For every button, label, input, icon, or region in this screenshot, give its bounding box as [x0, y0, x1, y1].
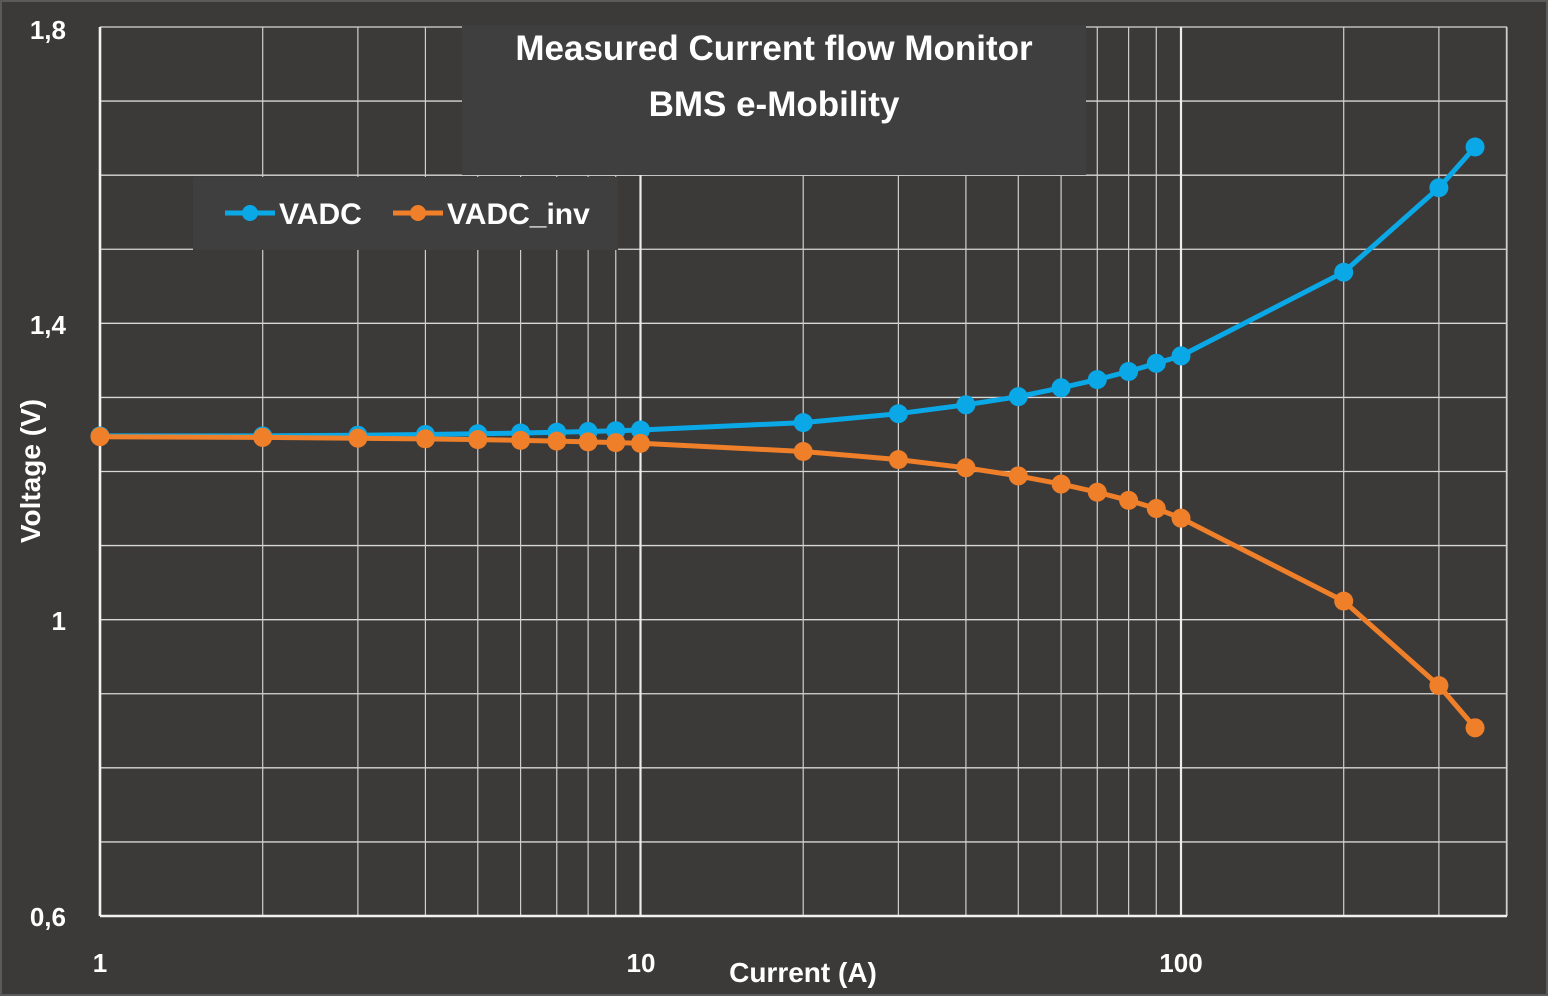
- data-point-vadc: [1465, 137, 1485, 157]
- data-point-vadc-inv: [606, 433, 626, 453]
- data-point-vadc-inv: [415, 429, 435, 449]
- chart-title-line-1: Measured Current flow Monitor: [515, 29, 1033, 68]
- data-point-vadc-inv: [468, 430, 488, 450]
- data-point-vadc: [1429, 178, 1449, 198]
- data-point-vadc-inv: [793, 441, 813, 461]
- x-axis-title: Current (A): [729, 957, 877, 988]
- data-point-vadc-inv: [1171, 508, 1191, 528]
- y-tick-label-0-6: 0,6: [30, 902, 66, 932]
- data-point-vadc-inv: [511, 430, 531, 450]
- y-tick-label-1-8: 1,8: [30, 15, 66, 45]
- y-tick-label-1-4: 1,4: [30, 310, 67, 340]
- data-point-vadc: [1171, 346, 1191, 366]
- data-point-vadc: [1087, 370, 1107, 390]
- data-point-vadc-inv: [1008, 466, 1028, 486]
- data-point-vadc-inv: [348, 428, 368, 448]
- y-tick-label-1: 1: [52, 606, 66, 636]
- data-point-vadc: [956, 395, 976, 415]
- data-point-vadc-inv: [1119, 490, 1139, 510]
- data-point-vadc: [1008, 387, 1028, 407]
- data-point-vadc: [1334, 262, 1354, 282]
- legend-label-vadc: VADC: [279, 198, 362, 231]
- data-point-vadc: [1051, 378, 1071, 398]
- data-point-vadc-inv: [1334, 591, 1354, 611]
- legend-label-vadc-inv: VADC_inv: [447, 198, 590, 231]
- data-point-vadc-inv: [1465, 718, 1485, 738]
- data-point-vadc: [631, 420, 650, 440]
- x-tick-label-10: 10: [627, 948, 656, 978]
- y-axis-title: Voltage (V): [15, 399, 46, 543]
- data-point-vadc-inv: [1051, 474, 1071, 494]
- data-point-vadc-inv: [547, 431, 567, 451]
- data-point-vadc: [1146, 353, 1166, 373]
- legend-marker-vadc-inv: [410, 205, 426, 221]
- data-point-vadc-inv: [888, 450, 908, 470]
- title-box: [462, 25, 1086, 175]
- data-point-vadc: [888, 404, 908, 424]
- data-point-vadc-inv: [90, 427, 110, 447]
- data-point-vadc-inv: [956, 458, 976, 478]
- data-point-vadc: [793, 413, 813, 433]
- data-point-vadc-inv: [1087, 482, 1107, 502]
- data-point-vadc-inv: [253, 427, 273, 447]
- series-line-vadc-inv: [99, 434, 1477, 730]
- data-point-vadc-inv: [578, 432, 598, 452]
- x-tick-label-100: 100: [1159, 948, 1202, 978]
- data-point-vadc: [1119, 361, 1139, 381]
- chart-title-line-2: BMS e-Mobility: [649, 85, 900, 124]
- data-series: [90, 137, 1485, 738]
- x-tick-label-1: 1: [93, 948, 107, 978]
- legend: VADC VADC_inv: [193, 177, 618, 250]
- data-point-vadc-inv: [1146, 499, 1166, 519]
- legend-marker-vadc: [242, 205, 258, 221]
- axes: [98, 27, 1507, 918]
- series-line-vadc: [100, 145, 1477, 439]
- data-point-vadc-inv: [631, 433, 650, 453]
- data-point-vadc-inv: [1429, 676, 1449, 696]
